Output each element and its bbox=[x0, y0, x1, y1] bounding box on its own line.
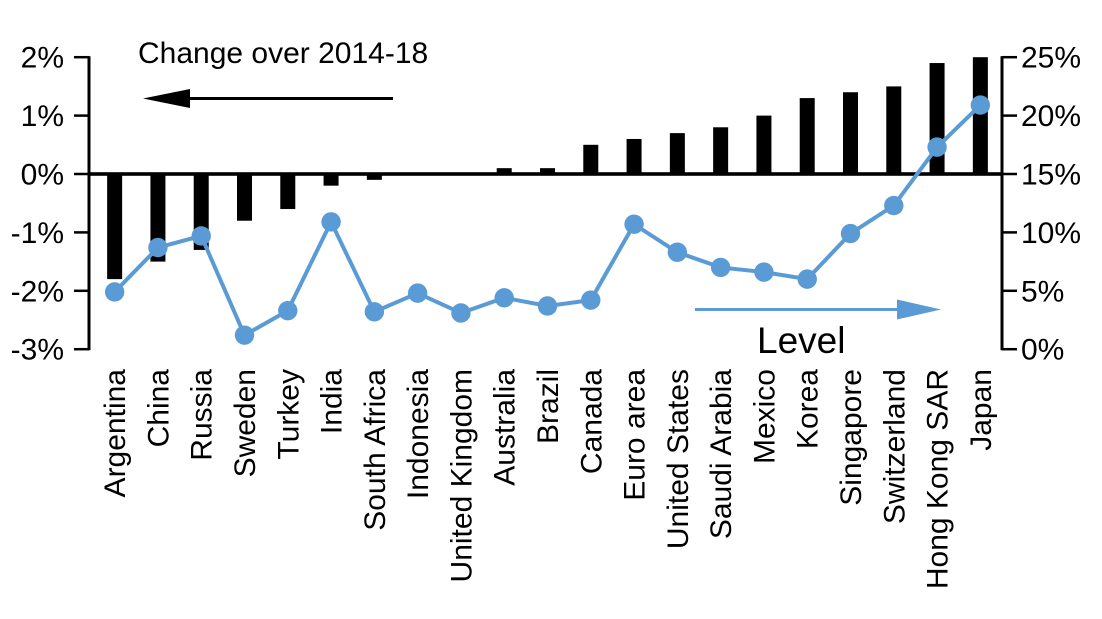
category-label-turkey: Turkey bbox=[272, 369, 305, 460]
bar-india bbox=[323, 174, 339, 186]
category-label-australia: Australia bbox=[489, 369, 522, 486]
bar-singapore bbox=[843, 92, 858, 174]
level-marker-mexico bbox=[754, 262, 774, 282]
category-label-china: China bbox=[142, 369, 175, 448]
zero-baseline bbox=[87, 172, 1004, 176]
line-series-title: Level bbox=[757, 320, 845, 361]
category-label-indonesia: Indonesia bbox=[402, 369, 435, 499]
category-label-russia: Russia bbox=[186, 369, 219, 461]
category-label-south-africa: South Africa bbox=[359, 369, 392, 531]
left-axis-tick-label: -3% bbox=[11, 334, 64, 367]
category-label-hong-kong-sar: Hong Kong SAR bbox=[922, 369, 955, 589]
level-marker-sweden bbox=[234, 325, 255, 345]
right-axis-tick-label: 20% bbox=[1021, 100, 1081, 133]
bar-turkey bbox=[280, 174, 296, 210]
left-axis-tick-label: 1% bbox=[21, 100, 64, 133]
level-marker-india bbox=[321, 212, 341, 232]
level-marker-indonesia bbox=[407, 283, 428, 303]
left-axis-tick-label: -2% bbox=[11, 275, 64, 308]
bar-united-states bbox=[669, 133, 685, 174]
right-axis-tick bbox=[1002, 347, 1017, 351]
bar-brazil bbox=[540, 168, 555, 174]
level-marker-argentina bbox=[104, 282, 125, 302]
level-marker-korea bbox=[797, 269, 817, 289]
left-axis-tick bbox=[74, 289, 89, 293]
right-axis-tick-label: 5% bbox=[1021, 275, 1064, 308]
left-axis-line bbox=[87, 56, 91, 351]
right-arrow-shaft bbox=[695, 308, 903, 311]
level-marker-united-states bbox=[667, 242, 688, 262]
bar-argentina bbox=[107, 174, 123, 280]
level-marker-saudi-arabia bbox=[710, 257, 731, 278]
left-axis-tick bbox=[74, 114, 89, 117]
level-marker-hong-kong-sar bbox=[927, 137, 947, 157]
category-label-japan: Japan bbox=[965, 369, 998, 451]
category-label-singapore: Singapore bbox=[835, 369, 868, 506]
category-label-euro-area: Euro area bbox=[619, 369, 652, 501]
right-axis-line bbox=[1000, 56, 1004, 351]
bar-saudi-arabia bbox=[713, 127, 729, 174]
category-label-saudi-arabia: Saudi Arabia bbox=[705, 369, 738, 539]
bar-euro-area bbox=[626, 138, 642, 174]
level-marker-australia bbox=[494, 288, 514, 308]
category-label-mexico: Mexico bbox=[748, 369, 781, 464]
left-axis-tick-label: -1% bbox=[11, 217, 64, 250]
left-arrow-shaft bbox=[186, 97, 393, 100]
bar-series-title: Change over 2014-18 bbox=[138, 37, 428, 70]
right-arrow-icon bbox=[897, 299, 941, 320]
level-marker-switzerland bbox=[884, 195, 904, 216]
level-marker-singapore bbox=[840, 223, 861, 244]
level-marker-russia bbox=[191, 226, 211, 246]
category-label-argentina: Argentina bbox=[99, 369, 132, 498]
bar-south-africa bbox=[366, 174, 382, 180]
right-axis-tick bbox=[1002, 172, 1017, 176]
bar-mexico bbox=[756, 115, 772, 174]
bar-japan bbox=[972, 57, 988, 175]
level-marker-japan bbox=[970, 95, 991, 115]
right-axis-tick-label: 25% bbox=[1021, 42, 1081, 75]
left-axis-tick-label: 0% bbox=[21, 159, 64, 192]
category-label-brazil: Brazil bbox=[532, 369, 565, 444]
category-label-korea: Korea bbox=[792, 369, 825, 449]
right-axis-tick bbox=[1002, 289, 1017, 293]
category-label-united-kingdom: United Kingdom bbox=[445, 369, 478, 582]
bar-australia bbox=[496, 168, 512, 174]
left-axis-tick bbox=[74, 231, 89, 234]
right-axis-tick-label: 15% bbox=[1021, 159, 1081, 192]
category-label-united-states: United States bbox=[662, 369, 695, 549]
category-label-sweden: Sweden bbox=[229, 369, 262, 477]
level-marker-china bbox=[148, 237, 168, 258]
left-axis-tick-label: 2% bbox=[21, 42, 64, 75]
right-axis-tick bbox=[1002, 231, 1017, 234]
left-axis-tick bbox=[74, 55, 89, 59]
category-label-india: India bbox=[316, 369, 349, 434]
level-marker-south-africa bbox=[364, 302, 385, 322]
right-axis-tick bbox=[1002, 114, 1017, 117]
bar-canada bbox=[583, 144, 599, 174]
level-marker-united-kingdom bbox=[451, 303, 471, 323]
bar-sweden bbox=[237, 174, 252, 221]
level-marker-euro-area bbox=[624, 214, 644, 234]
bar-korea bbox=[799, 98, 815, 174]
bar-switzerland bbox=[886, 86, 902, 174]
level-marker-brazil bbox=[537, 296, 558, 316]
left-axis-tick bbox=[74, 172, 89, 176]
right-axis-tick bbox=[1002, 55, 1017, 59]
right-axis-tick-label: 10% bbox=[1021, 217, 1081, 250]
level-marker-canada bbox=[581, 290, 601, 310]
left-axis-tick bbox=[74, 347, 89, 351]
level-marker-turkey bbox=[278, 300, 298, 321]
right-axis-tick-label: 0% bbox=[1021, 334, 1064, 367]
category-label-switzerland: Switzerland bbox=[878, 369, 911, 524]
left-arrow-icon bbox=[143, 89, 190, 108]
category-label-canada: Canada bbox=[575, 369, 608, 474]
